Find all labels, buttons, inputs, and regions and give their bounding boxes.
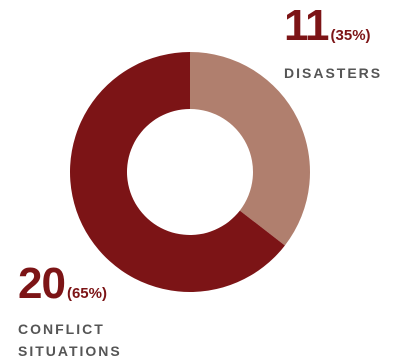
conflict-category-name: CONFLICT SITUATIONS <box>18 318 178 362</box>
conflict-percent: (65%) <box>66 285 107 302</box>
disasters-percent: (35%) <box>330 27 371 44</box>
donut-slice-disasters <box>190 52 311 246</box>
disasters-count: 11 <box>284 1 330 50</box>
conflict-situations-label: 20 (65%) CONFLICT SITUATIONS <box>18 262 178 362</box>
disasters-label: 11 (35%) DISASTERS <box>284 4 382 84</box>
conflict-category-line-1: CONFLICT <box>18 321 105 337</box>
donut-slice-conflict-situations <box>70 52 285 292</box>
conflict-count: 20 <box>18 259 66 308</box>
conflict-category-line-2: SITUATIONS <box>18 343 122 359</box>
disasters-category-name: DISASTERS <box>284 65 383 81</box>
